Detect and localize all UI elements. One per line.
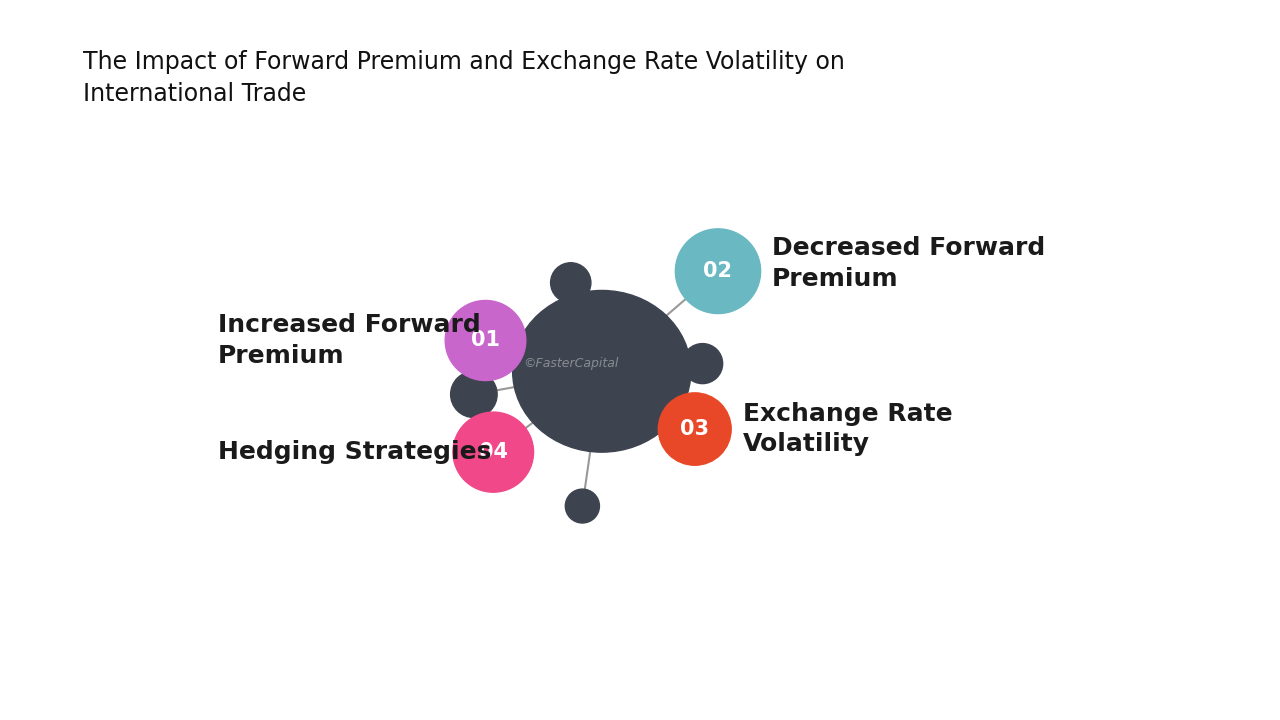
Circle shape: [682, 343, 723, 384]
Text: ©FasterCapital: ©FasterCapital: [524, 357, 618, 370]
Circle shape: [445, 300, 526, 381]
Text: Hedging Strategies: Hedging Strategies: [218, 440, 492, 464]
Text: Decreased Forward
Premium: Decreased Forward Premium: [772, 236, 1046, 291]
Circle shape: [658, 393, 731, 465]
Text: 01: 01: [471, 330, 500, 351]
Circle shape: [676, 229, 760, 313]
Text: 04: 04: [479, 442, 508, 462]
Text: Increased Forward
Premium: Increased Forward Premium: [218, 313, 481, 368]
Circle shape: [453, 412, 534, 492]
Text: 03: 03: [680, 419, 709, 439]
Text: Exchange Rate
Volatility: Exchange Rate Volatility: [742, 402, 952, 456]
Ellipse shape: [512, 290, 691, 452]
Text: 02: 02: [704, 261, 732, 282]
Circle shape: [566, 489, 599, 523]
Circle shape: [550, 263, 591, 303]
Circle shape: [451, 372, 497, 418]
Text: The Impact of Forward Premium and Exchange Rate Volatility on
International Trad: The Impact of Forward Premium and Exchan…: [83, 50, 845, 106]
